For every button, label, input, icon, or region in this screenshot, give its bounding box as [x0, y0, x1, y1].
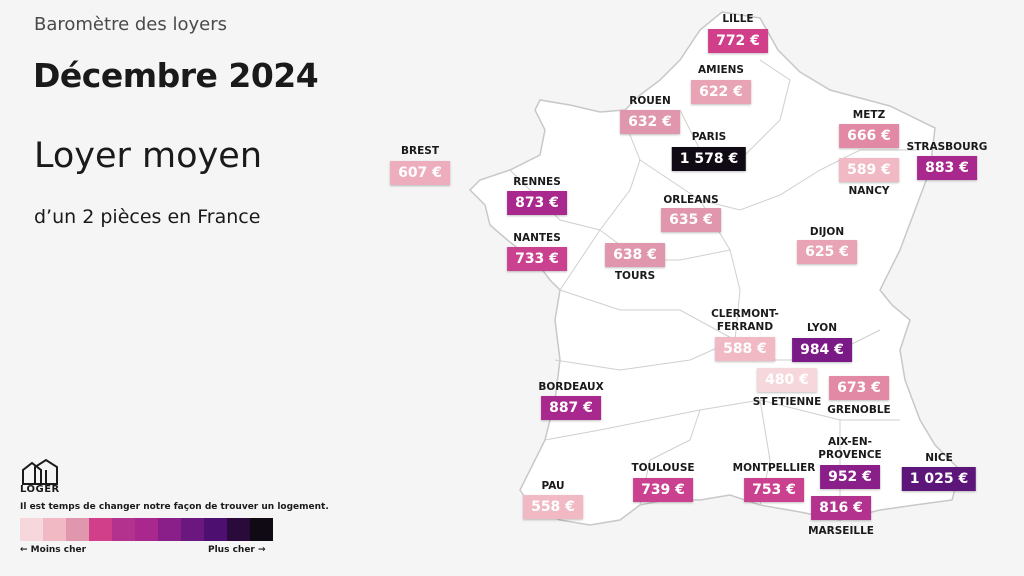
legend-swatch	[181, 518, 204, 541]
price-badge-bordeaux: 887 €	[541, 396, 601, 420]
legend-swatch	[43, 518, 66, 541]
price-badge-toulouse: 739 €	[633, 478, 693, 502]
legend-swatch	[227, 518, 250, 541]
price-badge-pau: 558 €	[523, 495, 583, 519]
city-label-montpellier: MONTPELLIER	[732, 462, 816, 474]
subtitle: Loyer moyen	[34, 136, 262, 176]
price-badge-lille: 772 €	[708, 29, 768, 53]
legend-swatch	[135, 518, 158, 541]
loger-logo-icon	[22, 458, 58, 485]
city-label-nantes: NANTES	[513, 232, 561, 244]
price-badge-montpellier: 753 €	[744, 478, 804, 502]
city-label-rennes: RENNES	[513, 176, 561, 188]
city-label-tours: TOURS	[614, 270, 656, 282]
price-badge-nantes: 733 €	[507, 247, 567, 271]
city-label-lille: LILLE	[722, 13, 754, 25]
city-label-clermont-ferrand: CLERMONT- FERRAND	[711, 308, 779, 333]
price-badge-tours: 638 €	[605, 243, 665, 267]
legend-low-label: ← Moins cher	[20, 545, 87, 555]
city-label-rouen: ROUEN	[629, 95, 671, 107]
city-label-st-etienne: ST ETIENNE	[752, 396, 822, 408]
price-badge-nancy: 589 €	[839, 158, 899, 182]
price-legend-scale	[20, 518, 273, 541]
city-label-metz: METZ	[852, 109, 886, 121]
price-badge-orleans: 635 €	[661, 208, 721, 232]
city-label-amiens: AMIENS	[697, 64, 745, 76]
eyebrow-label: Baromètre des loyers	[34, 14, 227, 35]
legend-swatch	[20, 518, 43, 541]
legend-swatch	[66, 518, 89, 541]
price-badge-lyon: 984 €	[792, 338, 852, 362]
price-badge-metz: 666 €	[839, 124, 899, 148]
price-badge-rouen: 632 €	[620, 110, 680, 134]
city-label-strasbourg: STRASBOURG	[906, 141, 988, 153]
city-label-lyon: LYON	[807, 322, 837, 334]
city-label-nancy: NANCY	[848, 185, 890, 197]
legend-swatch	[112, 518, 135, 541]
logo-wordmark: LOGER	[20, 484, 60, 495]
legend-swatch	[158, 518, 181, 541]
page-title: Décembre 2024	[33, 56, 319, 95]
price-badge-nice: 1 025 €	[901, 467, 977, 491]
city-label-nice: NICE	[925, 452, 953, 464]
city-label-aix-en-provence: AIX-EN- PROVENCE	[818, 436, 882, 461]
city-label-paris: PARIS	[691, 131, 727, 143]
price-badge-rennes: 873 €	[507, 191, 567, 215]
price-badge-aix-en-provence: 952 €	[820, 465, 880, 489]
price-badge-st-etienne: 480 €	[757, 368, 817, 392]
city-label-marseille: MARSEILLE	[808, 525, 874, 537]
price-badge-grenoble: 673 €	[829, 376, 889, 400]
city-label-bordeaux: BORDEAUX	[538, 381, 604, 393]
price-badge-amiens: 622 €	[691, 80, 751, 104]
city-label-orleans: ORLEANS	[663, 194, 719, 206]
price-badge-clermont-ferrand: 588 €	[715, 337, 775, 361]
price-badge-dijon: 625 €	[797, 240, 857, 264]
legend-swatch	[250, 518, 273, 541]
legend-swatch	[89, 518, 112, 541]
price-badge-marseille: 816 €	[811, 496, 871, 520]
price-badge-strasbourg: 883 €	[917, 156, 977, 180]
city-label-grenoble: GRENOBLE	[827, 404, 891, 416]
city-label-pau: PAU	[541, 480, 565, 492]
price-badge-paris: 1 578 €	[671, 147, 747, 171]
city-label-brest: BREST	[401, 145, 439, 157]
city-label-dijon: DIJON	[809, 226, 845, 238]
legend-high-label: Plus cher →	[208, 545, 266, 555]
city-label-toulouse: TOULOUSE	[631, 462, 695, 474]
price-badge-brest: 607 €	[390, 161, 450, 185]
tagline: Il est temps de changer notre façon de t…	[20, 502, 329, 512]
legend-swatch	[204, 518, 227, 541]
description: d’un 2 pièces en France	[34, 206, 261, 228]
